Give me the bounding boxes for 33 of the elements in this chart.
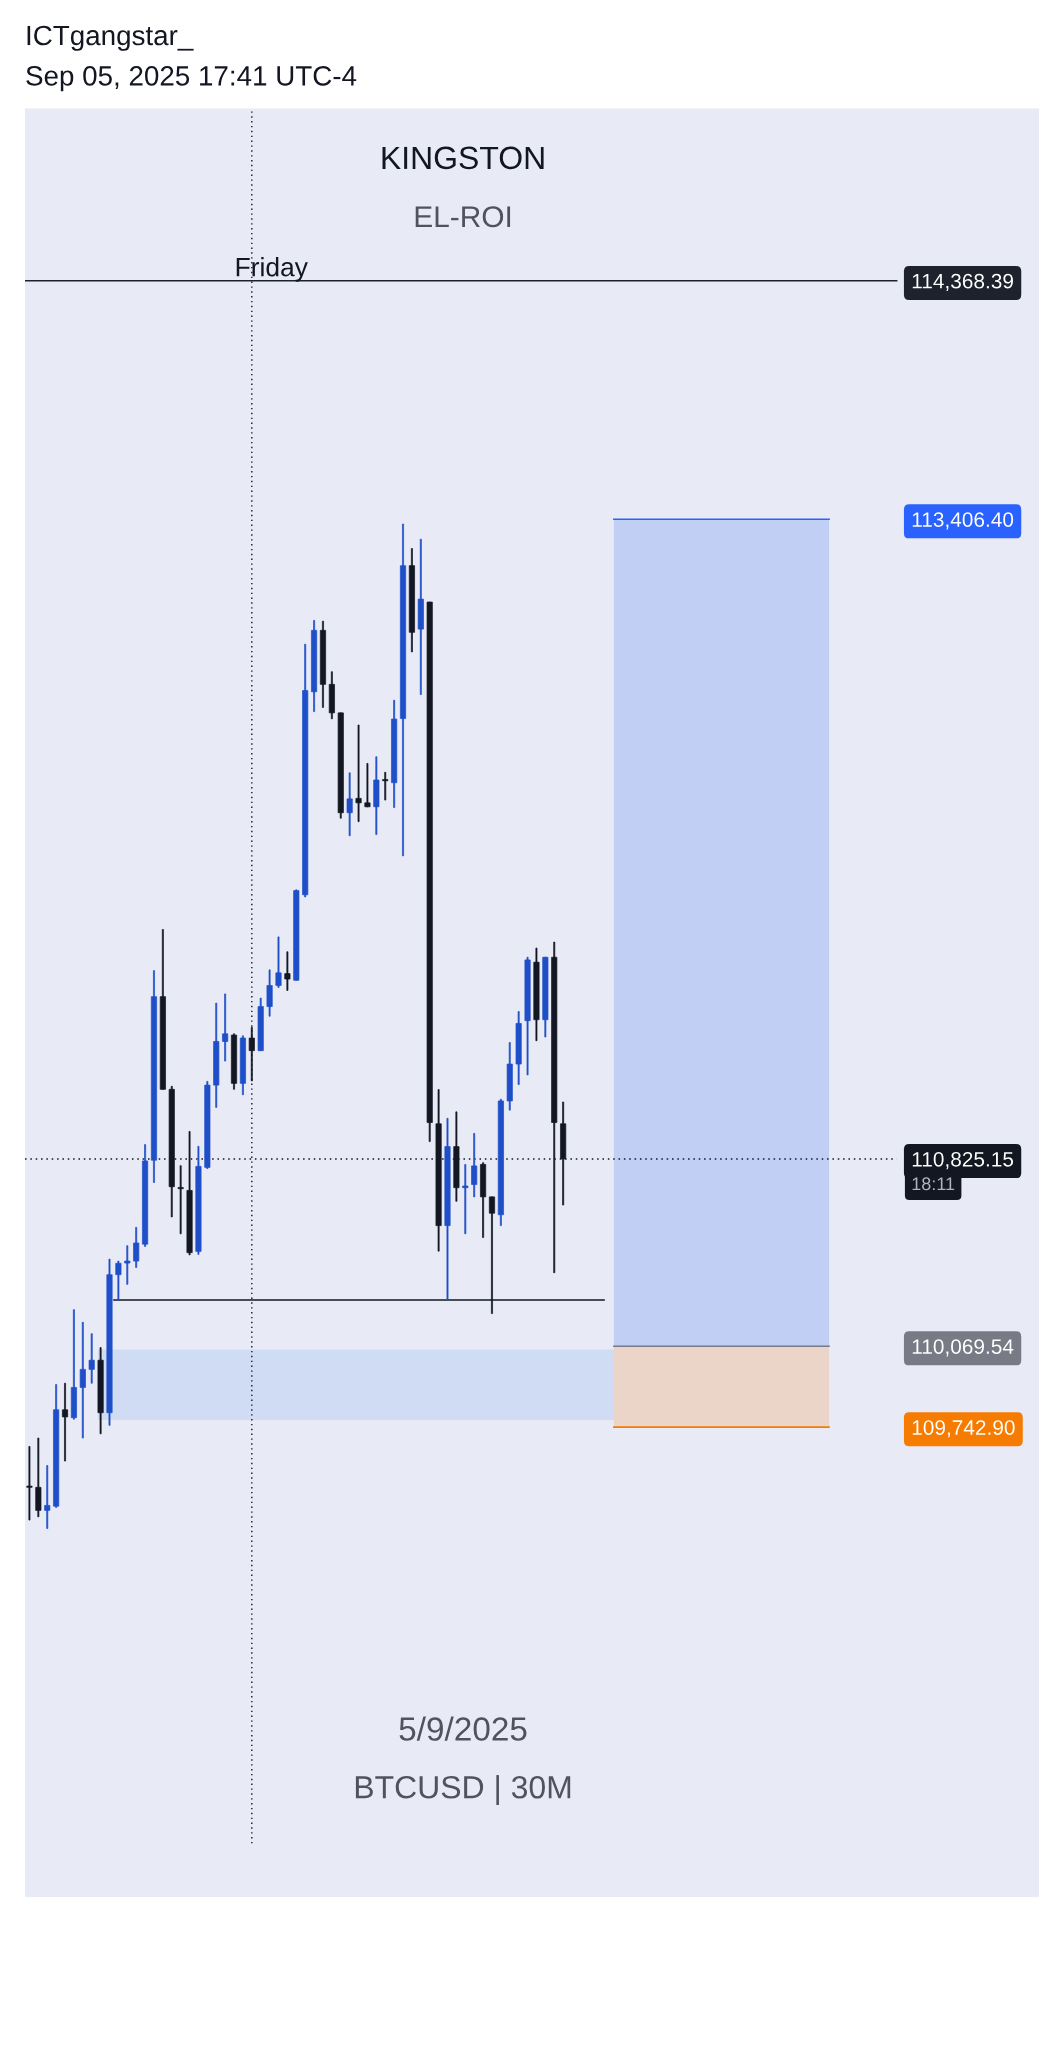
y-tick-label: 113,406.40: [912, 512, 1014, 530]
candlestick: [444, 1117, 451, 1301]
candlestick: [26, 1446, 33, 1521]
text: EL-ROI: [415, 206, 511, 228]
y-tick-label: 114,368.39: [912, 273, 1013, 292]
annotation: 18:11: [912, 1177, 955, 1191]
text: Sep 05, 2025 17:41 UTC-4: [26, 66, 357, 92]
candlestick: [79, 1321, 86, 1439]
candlestick: [62, 1382, 69, 1462]
candlestick: [284, 951, 291, 991]
candlestick: [355, 724, 362, 823]
candlestick: [44, 1465, 51, 1529]
candlestick: [364, 763, 371, 808]
y-tick-label: 109,742.90: [912, 1420, 1015, 1438]
candlestick: [382, 771, 389, 801]
y-tick-label: 110,069.54: [912, 1339, 1014, 1357]
candlestick: [115, 1260, 122, 1301]
annotation: 5/9/2025: [399, 1716, 527, 1741]
candlestick: [124, 1245, 131, 1285]
text: ICTgangstar_: [27, 25, 194, 51]
annotation: BTCUSD | 30M: [355, 1775, 571, 1805]
candlestick: [88, 1333, 95, 1384]
candlestick: [266, 969, 273, 1017]
candlestick: [346, 772, 353, 837]
candlestick: [177, 1165, 184, 1235]
annotation: Friday: [236, 257, 308, 282]
candlestick: [462, 1164, 469, 1235]
candlestick: [35, 1437, 42, 1518]
candlestick: [275, 936, 282, 988]
candlestick: [373, 756, 380, 835]
candlestick: [222, 993, 229, 1062]
y-tick-label: 110,825.15: [912, 1151, 1014, 1170]
text: KINGSTON: [382, 146, 544, 170]
